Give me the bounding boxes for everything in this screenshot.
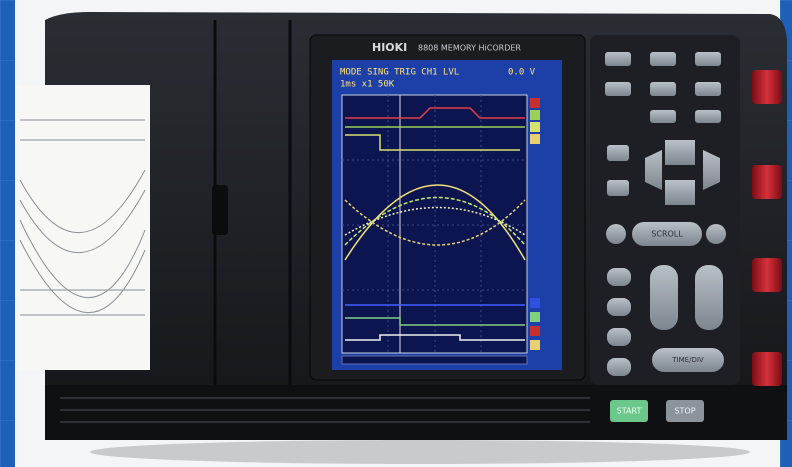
brand: HIOKI — [372, 41, 407, 54]
rewind-button[interactable] — [606, 224, 626, 244]
function-keys — [605, 52, 721, 196]
shadow — [90, 440, 750, 464]
channel-markers — [530, 98, 540, 350]
time-div-label: TIME/DIV — [671, 356, 704, 364]
channel-keys — [607, 268, 631, 376]
screen-level: 0.0 V — [508, 68, 536, 78]
plot-grid — [342, 95, 527, 353]
device-base — [45, 385, 787, 440]
waveforms — [344, 107, 526, 341]
scroll-bar — [341, 355, 528, 365]
latch — [212, 185, 228, 235]
scroll-label: SCROLL — [651, 230, 683, 239]
time-div-button[interactable] — [652, 348, 724, 372]
position-rocker[interactable] — [695, 265, 723, 330]
model: 8808 MEMORY HiCORDER — [418, 44, 521, 53]
input-terminals — [752, 70, 782, 386]
paper — [15, 85, 150, 370]
forward-button[interactable] — [706, 224, 726, 244]
base-ridges — [60, 397, 590, 423]
stop-label: STOP — [674, 407, 695, 416]
start-label: START — [617, 407, 642, 416]
start-button[interactable] — [610, 400, 648, 422]
stop-button[interactable] — [666, 400, 704, 422]
cursor-keys — [645, 140, 720, 205]
screen-status: 1ms x1 50K — [340, 80, 395, 90]
scroll-button[interactable] — [632, 222, 702, 246]
range-rocker[interactable] — [650, 265, 678, 330]
screen-status: MODE SING TRIG CH1 LVL — [340, 68, 459, 78]
